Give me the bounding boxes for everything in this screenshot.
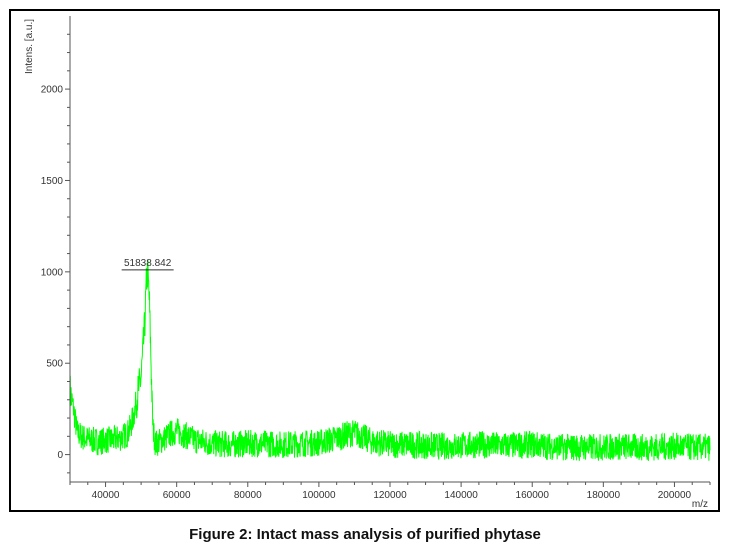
axes: 0 500 1000 1500 2000 40000 60000 80000 100000 120…: [24, 16, 711, 510]
figure-caption: Figure 2: Intact mass analysis of purifi…: [189, 526, 541, 543]
y-axis-label: Intens. [a.u.]: [24, 19, 35, 74]
y-tick-label: 1000: [41, 267, 64, 278]
x-tick-label: 60000: [163, 490, 191, 501]
x-tick-label: 80000: [234, 490, 262, 501]
y-tick-label: 500: [46, 359, 63, 370]
x-tick-label: 180000: [587, 490, 621, 501]
x-tick-label: 120000: [373, 490, 407, 501]
x-tick-label: 200000: [658, 490, 692, 501]
x-tick-label: 40000: [92, 490, 120, 501]
x-tick-label: 140000: [444, 490, 478, 501]
y-tick-label: 2000: [41, 85, 64, 96]
x-tick-label: 100000: [302, 490, 336, 501]
x-tick-label: 160000: [516, 490, 550, 501]
y-tick-label: 0: [57, 450, 63, 461]
spectrum-trace: [69, 259, 711, 461]
y-tick-label: 1500: [41, 176, 64, 187]
peak-label: 51838.842: [124, 258, 172, 269]
x-axis-label: m/z: [692, 499, 708, 510]
peak-annotation-group: 51838.842: [121, 258, 174, 271]
plot-area: [69, 259, 711, 461]
